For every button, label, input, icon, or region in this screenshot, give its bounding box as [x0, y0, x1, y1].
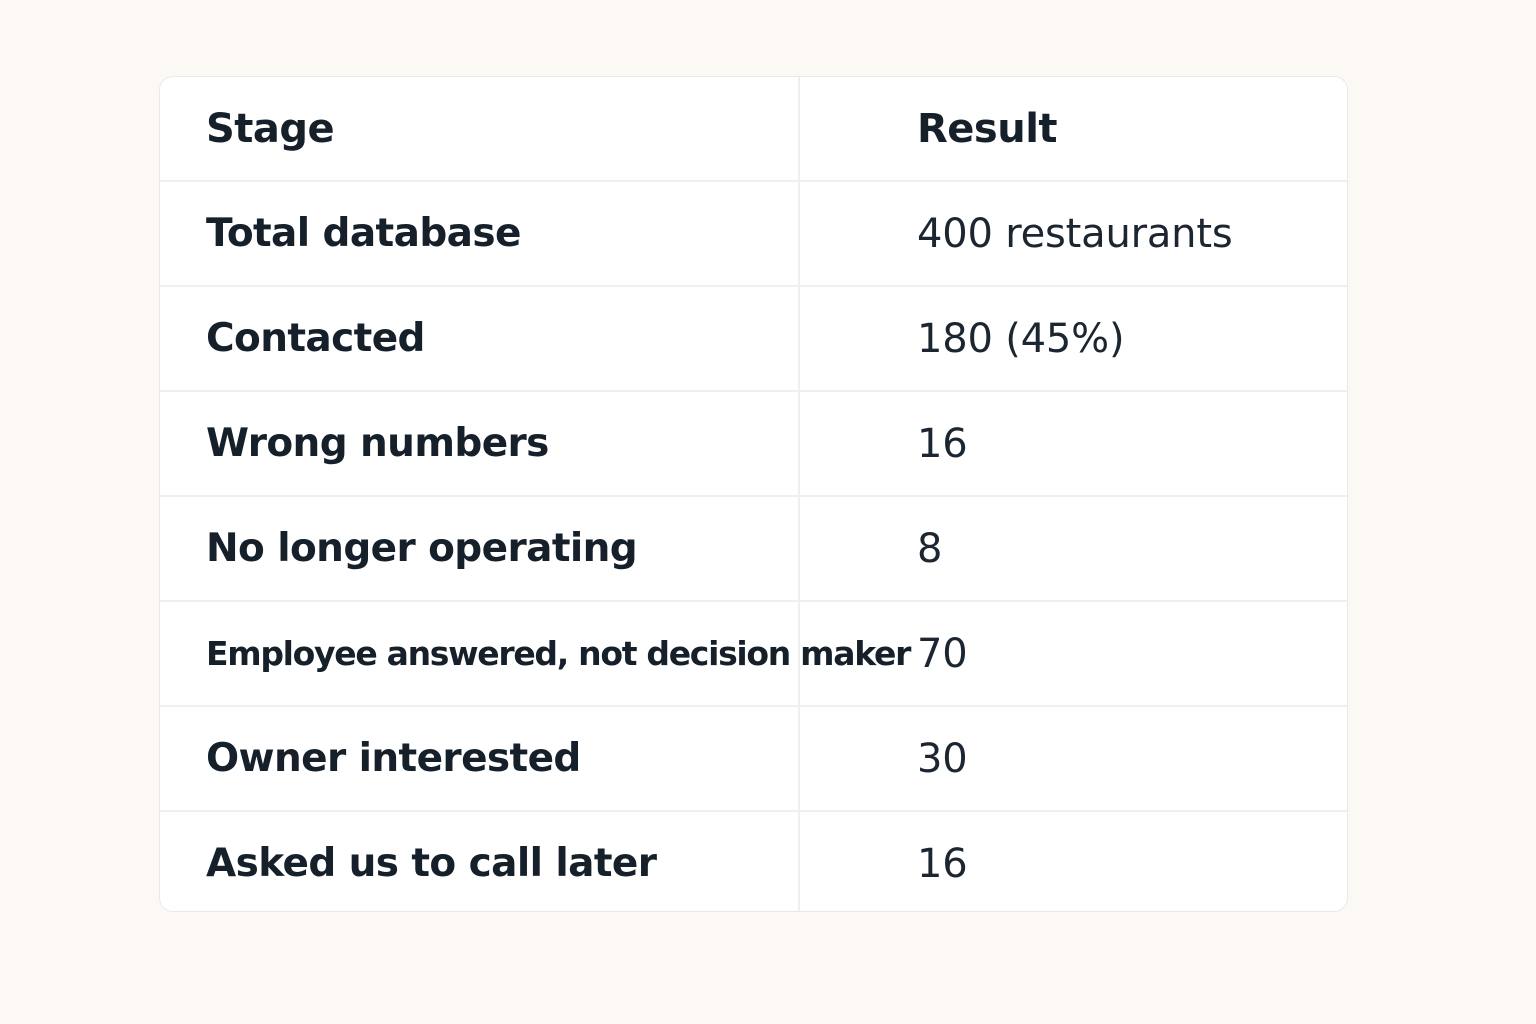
column-header-stage: Stage	[160, 77, 799, 181]
table-row: Employee answered, not decision maker 70	[160, 601, 1347, 706]
stage-cell: Wrong numbers	[160, 391, 799, 496]
table-header-row: Stage Result	[160, 77, 1347, 181]
table-row: Owner interested 30	[160, 706, 1347, 811]
results-table-card: Stage Result Total database 400 restaura…	[159, 76, 1348, 912]
table-row: Asked us to call later 16	[160, 811, 1347, 912]
result-cell: 400 restaurants	[799, 181, 1347, 286]
column-header-result: Result	[799, 77, 1347, 181]
stage-cell: Owner interested	[160, 706, 799, 811]
stage-cell: Total database	[160, 181, 799, 286]
result-cell: 16	[799, 391, 1347, 496]
result-cell: 180 (45%)	[799, 286, 1347, 391]
stage-cell: No longer operating	[160, 496, 799, 601]
result-cell: 8	[799, 496, 1347, 601]
stage-results-table: Stage Result Total database 400 restaura…	[160, 77, 1347, 912]
table-row: Total database 400 restaurants	[160, 181, 1347, 286]
result-cell: 16	[799, 811, 1347, 912]
stage-cell: Asked us to call later	[160, 811, 799, 912]
stage-cell: Employee answered, not decision maker	[160, 601, 799, 706]
table-row: Wrong numbers 16	[160, 391, 1347, 496]
stage-cell: Contacted	[160, 286, 799, 391]
table-row: Contacted 180 (45%)	[160, 286, 1347, 391]
result-cell: 30	[799, 706, 1347, 811]
table-row: No longer operating 8	[160, 496, 1347, 601]
